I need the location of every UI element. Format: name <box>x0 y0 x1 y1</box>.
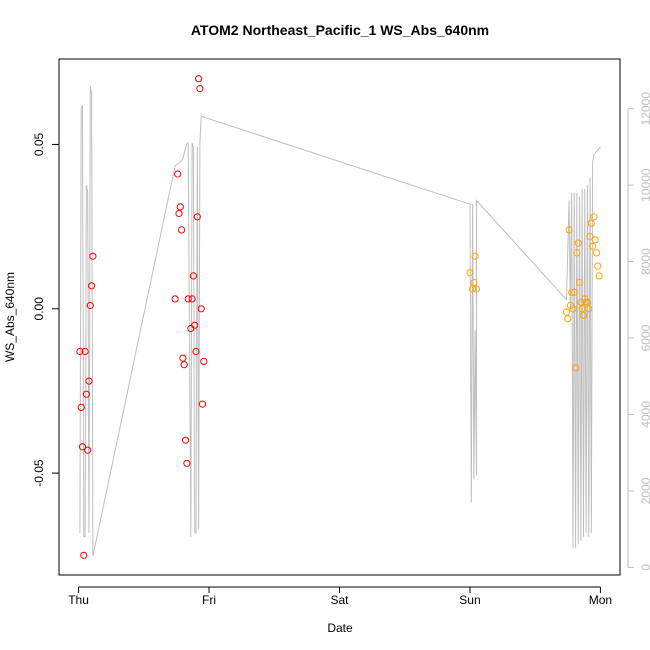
secondary-series-layer <box>79 85 601 557</box>
data-point-series-1 <box>86 301 94 310</box>
data-point-series-1 <box>178 226 186 234</box>
data-point-series-2 <box>570 288 578 296</box>
x-tick-label: Sun <box>459 593 480 607</box>
x-tick-label: Thu <box>68 593 89 607</box>
data-point-series-1 <box>196 85 204 93</box>
data-point-series-1 <box>200 357 208 365</box>
data-point-series-1 <box>78 443 87 451</box>
data-point-series-1 <box>182 436 190 444</box>
data-point-series-2 <box>592 249 601 257</box>
y-tick-label: -0.05 <box>32 459 46 487</box>
data-point-series-2 <box>576 278 584 287</box>
y-axis-right: 0 2000 4000 6000 8000 10000 12000 <box>627 92 650 571</box>
data-point-series-2 <box>562 308 571 316</box>
data-point-series-2 <box>589 242 597 250</box>
y-axis-label: WS_Abs_640nm <box>3 272 17 362</box>
data-point-series-1 <box>188 295 196 303</box>
data-point-series-2 <box>574 239 582 247</box>
y2-tick-label: 4000 <box>639 401 650 428</box>
x-axis: Thu Fri Sat Sun Mon <box>68 586 612 607</box>
x-tick-label: Fri <box>202 593 216 607</box>
data-point-series-2 <box>585 305 593 313</box>
data-point-series-1 <box>76 347 84 356</box>
data-point-series-1 <box>197 305 205 313</box>
x-axis-label: Date <box>327 621 353 635</box>
y-axis-left: -0.05 0.00 0.05 <box>32 132 60 487</box>
data-point-series-1 <box>77 403 85 411</box>
points-layer <box>76 75 603 559</box>
data-point-series-1 <box>195 75 203 83</box>
data-point-series-2 <box>569 305 577 313</box>
secondary-series-line <box>79 85 601 557</box>
data-point-series-1 <box>179 354 187 362</box>
y2-tick-label: 8000 <box>639 248 650 275</box>
data-point-series-1 <box>84 446 92 454</box>
data-point-series-1 <box>189 272 197 280</box>
data-point-series-1 <box>85 377 93 385</box>
data-point-series-2 <box>469 285 477 293</box>
data-point-series-2 <box>573 249 581 257</box>
data-point-series-2 <box>591 236 599 244</box>
data-point-series-1 <box>193 213 201 221</box>
y2-tick-label: 12000 <box>639 92 650 126</box>
data-point-series-1 <box>192 347 200 356</box>
data-point-series-2 <box>471 252 479 260</box>
x-tick-label: Sat <box>330 593 349 607</box>
data-point-series-2 <box>466 269 474 277</box>
y-tick-label: 0.05 <box>32 132 46 156</box>
x-tick-label: Mon <box>589 593 612 607</box>
data-point-series-1 <box>89 252 97 260</box>
data-point-series-1 <box>82 390 91 398</box>
data-point-series-1 <box>183 459 191 467</box>
data-point-series-1 <box>198 400 207 408</box>
y2-tick-label: 0 <box>639 564 650 571</box>
data-point-series-1 <box>180 361 188 369</box>
data-point-series-2 <box>470 278 478 287</box>
data-point-series-2 <box>595 272 603 280</box>
y2-tick-label: 2000 <box>639 477 650 504</box>
data-point-series-1 <box>171 295 179 303</box>
data-point-series-1 <box>184 295 192 303</box>
data-point-series-1 <box>80 551 88 559</box>
data-point-series-2 <box>594 262 602 270</box>
data-point-series-2 <box>568 288 576 296</box>
data-point-series-2 <box>565 226 573 234</box>
data-point-series-1 <box>81 347 89 356</box>
chart-title: ATOM2 Northeast_Pacific_1 WS_Abs_640nm <box>191 22 489 38</box>
data-point-series-2 <box>472 285 481 293</box>
data-point-series-1 <box>176 203 184 211</box>
data-point-series-2 <box>587 219 595 227</box>
data-point-series-2 <box>572 364 580 372</box>
data-point-series-2 <box>579 311 588 319</box>
data-point-series-2 <box>590 213 598 221</box>
data-point-series-2 <box>564 315 572 323</box>
y2-tick-label: 6000 <box>639 324 650 351</box>
data-point-series-2 <box>583 298 592 306</box>
data-point-series-1 <box>191 321 199 329</box>
y-tick-label: 0.00 <box>32 297 46 321</box>
data-point-series-1 <box>88 282 96 290</box>
data-point-series-1 <box>174 170 182 178</box>
data-point-series-1 <box>175 209 183 218</box>
data-point-series-2 <box>586 232 594 241</box>
y2-tick-label: 10000 <box>639 168 650 202</box>
